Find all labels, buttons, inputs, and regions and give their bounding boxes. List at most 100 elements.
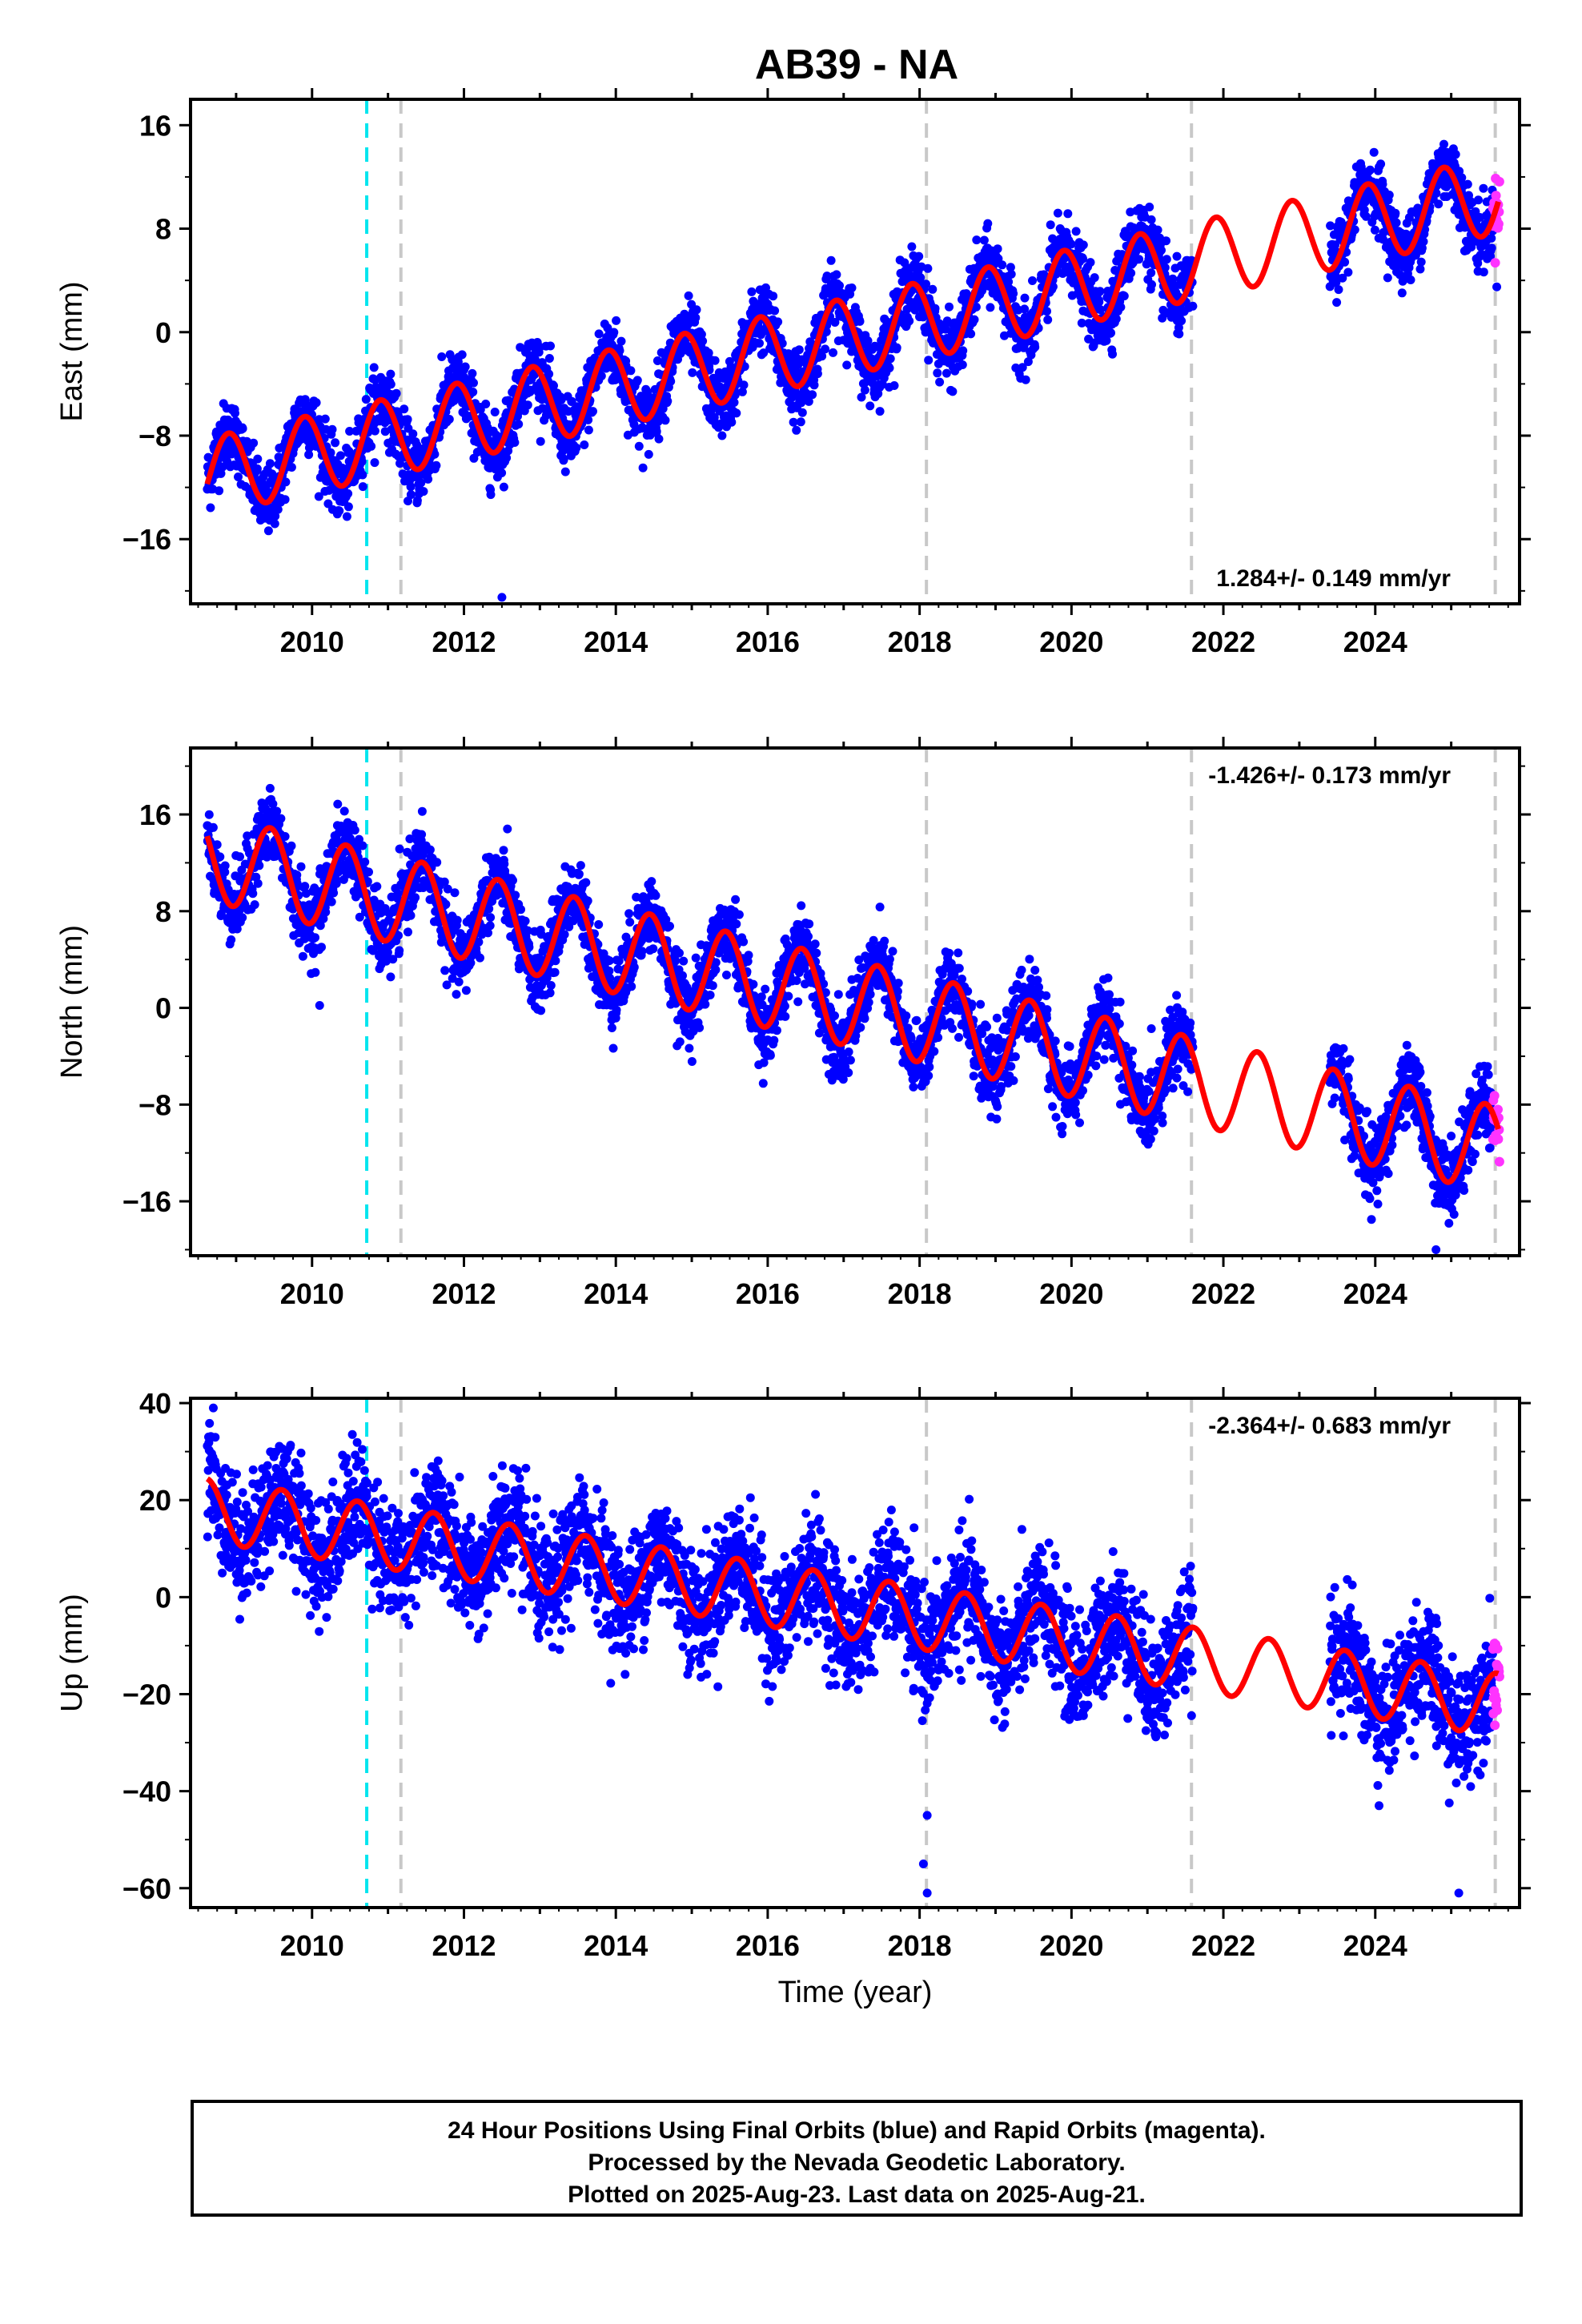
final-point xyxy=(1340,257,1350,267)
final-point xyxy=(817,352,827,361)
final-point xyxy=(794,345,804,355)
east-y-tick-label: 8 xyxy=(155,213,171,246)
final-point xyxy=(684,291,693,300)
final-point xyxy=(238,424,247,433)
final-point xyxy=(1077,318,1086,328)
final-point xyxy=(804,396,813,406)
final-point xyxy=(1162,255,1171,264)
outlier-point xyxy=(497,593,507,602)
final-point xyxy=(424,474,433,484)
final-point xyxy=(250,900,259,910)
final-point xyxy=(863,336,873,345)
final-point xyxy=(400,404,409,414)
final-point xyxy=(255,861,264,870)
final-point xyxy=(625,918,635,927)
final-point xyxy=(231,408,239,418)
outlier-point xyxy=(1492,282,1502,292)
final-point xyxy=(280,495,290,505)
final-point xyxy=(796,417,805,427)
east-x-tick-label: 2016 xyxy=(736,625,800,658)
final-point xyxy=(430,449,440,459)
final-point xyxy=(612,316,621,325)
final-point xyxy=(265,783,275,793)
final-point xyxy=(270,519,279,529)
final-point xyxy=(335,451,345,460)
final-point xyxy=(1146,268,1156,278)
final-point xyxy=(511,891,520,900)
final-point xyxy=(789,417,798,427)
final-point xyxy=(567,396,576,406)
final-point xyxy=(704,348,713,358)
final-point xyxy=(574,869,584,879)
east-x-tick-label: 2020 xyxy=(1039,625,1103,658)
final-point xyxy=(358,470,367,480)
final-point xyxy=(584,425,593,435)
final-point xyxy=(298,951,307,961)
final-point xyxy=(972,235,982,245)
final-point xyxy=(1157,246,1166,255)
final-point xyxy=(942,368,951,378)
final-point xyxy=(1119,292,1129,301)
final-point xyxy=(829,348,837,357)
final-point xyxy=(1391,208,1400,218)
final-point xyxy=(832,270,841,279)
final-point xyxy=(935,377,945,387)
final-point xyxy=(335,506,344,516)
final-point xyxy=(314,492,323,501)
final-point xyxy=(546,341,555,351)
final-point xyxy=(1053,208,1062,218)
final-point xyxy=(208,822,218,832)
final-point xyxy=(215,852,225,862)
final-point xyxy=(452,990,461,999)
final-point xyxy=(514,420,524,429)
final-point xyxy=(450,888,460,898)
final-point xyxy=(698,336,708,346)
final-point xyxy=(610,375,620,384)
final-point xyxy=(924,356,934,365)
final-point xyxy=(404,927,412,937)
north-final-orbit-points xyxy=(203,783,1497,1254)
final-point xyxy=(331,438,340,448)
final-point xyxy=(296,862,306,871)
final-point xyxy=(367,441,376,451)
final-point xyxy=(1116,303,1126,312)
final-point xyxy=(847,283,857,292)
final-point xyxy=(813,369,822,379)
final-point xyxy=(432,460,441,470)
final-point xyxy=(253,879,263,888)
final-point xyxy=(416,478,426,488)
final-point xyxy=(1086,258,1095,267)
final-point xyxy=(638,463,648,472)
final-point xyxy=(406,482,416,492)
final-point xyxy=(747,287,757,296)
final-point xyxy=(1102,336,1111,345)
final-point xyxy=(444,415,454,424)
final-point xyxy=(1111,314,1121,324)
east-y-tick-label: 0 xyxy=(155,316,171,349)
east-x-tick-label: 2024 xyxy=(1343,625,1407,658)
final-point xyxy=(1370,225,1379,235)
rapid-point xyxy=(1490,258,1500,268)
final-point xyxy=(476,953,484,963)
final-point xyxy=(460,362,470,372)
final-point xyxy=(1000,331,1009,340)
final-point xyxy=(1174,329,1184,339)
final-point xyxy=(1334,285,1343,295)
final-point xyxy=(930,304,940,313)
final-point xyxy=(204,810,214,819)
east-plot-area xyxy=(203,99,1504,604)
final-point xyxy=(551,956,560,966)
final-point xyxy=(403,415,412,424)
final-point xyxy=(485,921,495,931)
final-point xyxy=(821,344,830,354)
final-point xyxy=(432,858,442,867)
final-point xyxy=(457,350,467,360)
final-point xyxy=(594,329,604,339)
final-point xyxy=(1384,191,1394,199)
final-point xyxy=(609,328,619,337)
east-y-tick-label: −8 xyxy=(139,420,171,452)
final-point xyxy=(212,840,222,850)
final-point xyxy=(1042,307,1051,316)
